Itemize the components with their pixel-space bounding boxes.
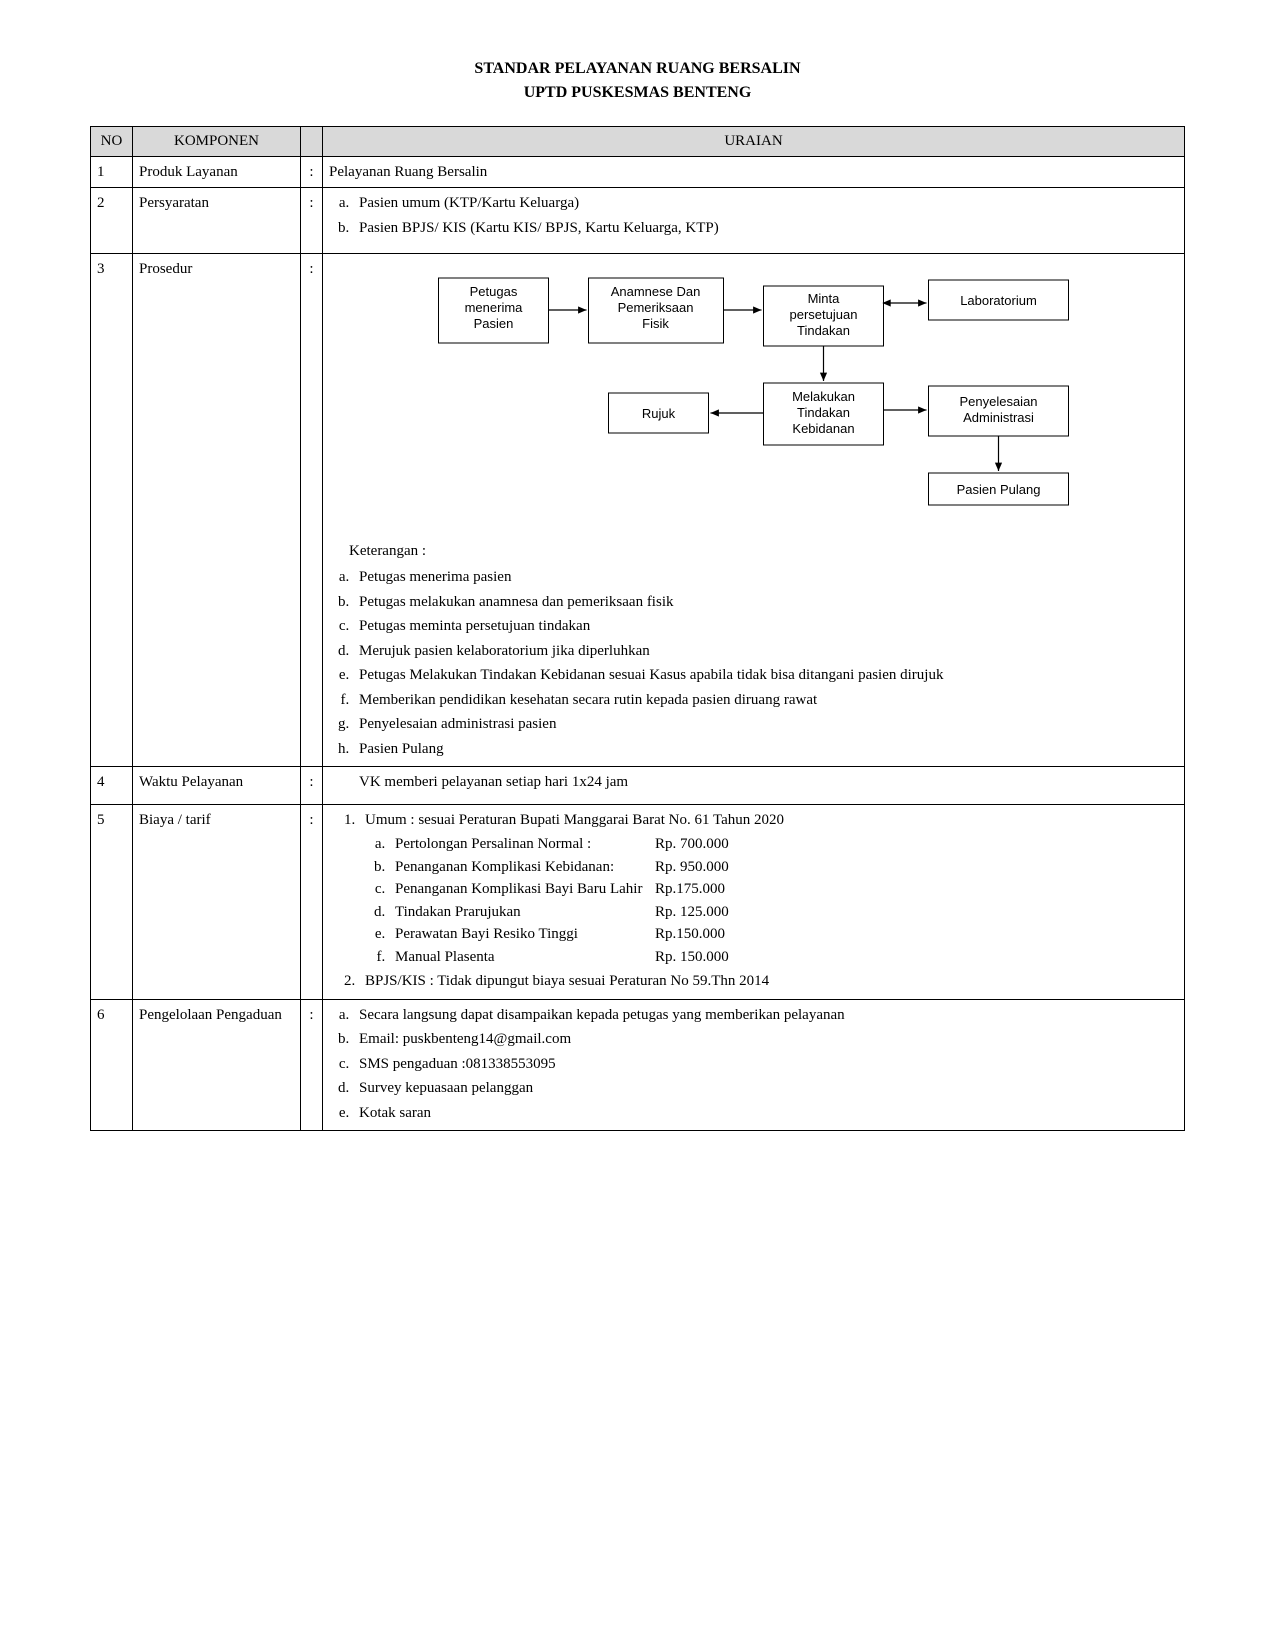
svg-text:Fisik: Fisik	[642, 316, 669, 331]
cell-no: 6	[91, 999, 133, 1131]
svg-text:Rujuk: Rujuk	[642, 406, 676, 421]
cell-sep: :	[301, 804, 323, 999]
cell-sep: :	[301, 767, 323, 805]
svg-text:Anamnese Dan: Anamnese Dan	[611, 284, 701, 299]
cell-komponen: Pengelolaan Pengaduan	[133, 999, 301, 1131]
list-item: Merujuk pasien kelaboratorium jika diper…	[353, 640, 1178, 663]
svg-text:Pasien Pulang: Pasien Pulang	[957, 482, 1041, 497]
list-item: Penyelesaian administrasi pasien	[353, 713, 1178, 736]
list-item: BPJS/KIS : Tidak dipungut biaya sesuai P…	[359, 970, 1178, 993]
list-item: Petugas Melakukan Tindakan Kebidanan ses…	[353, 664, 1178, 687]
flow-node-tindakan: Melakukan Tindakan Kebidanan	[764, 383, 884, 445]
cell-no: 3	[91, 254, 133, 767]
flow-node-persetujuan: Minta persetujuan Tindakan	[764, 286, 884, 346]
svg-text:Melakukan: Melakukan	[792, 389, 855, 404]
list-item: Pertolongan Persalinan Normal :Rp. 700.0…	[389, 833, 1178, 856]
persyaratan-list: Pasien umum (KTP/Kartu Keluarga) Pasien …	[329, 192, 1178, 239]
list-item: Petugas melakukan anamnesa dan pemeriksa…	[353, 591, 1178, 614]
svg-text:Laboratorium: Laboratorium	[960, 293, 1037, 308]
keterangan-label: Keterangan :	[349, 540, 1178, 563]
svg-text:menerima: menerima	[465, 300, 524, 315]
cell-sep: :	[301, 156, 323, 188]
flow-node-admin: Penyelesaian Administrasi	[929, 386, 1069, 436]
list-item: Email: puskbenteng14@gmail.com	[353, 1028, 1178, 1051]
list-item: Memberikan pendidikan kesehatan secara r…	[353, 689, 1178, 712]
svg-text:Petugas: Petugas	[470, 284, 518, 299]
cell-uraian: VK memberi pelayanan setiap hari 1x24 ja…	[323, 767, 1185, 805]
cell-uraian: Petugas menerima Pasien Anamnese Dan Pem…	[323, 254, 1185, 767]
prosedur-flowchart: Petugas menerima Pasien Anamnese Dan Pem…	[329, 258, 1178, 518]
list-item: Survey kepuasaan pelanggan	[353, 1077, 1178, 1100]
list-item: Petugas meminta persetujuan tindakan	[353, 615, 1178, 638]
list-item: SMS pengaduan :081338553095	[353, 1053, 1178, 1076]
flow-node-lab: Laboratorium	[929, 280, 1069, 320]
flow-node-pulang: Pasien Pulang	[929, 473, 1069, 505]
header-komponen: KOMPONEN	[133, 127, 301, 157]
svg-text:Administrasi: Administrasi	[963, 410, 1034, 425]
pengaduan-list: Secara langsung dapat disampaikan kepada…	[329, 1004, 1178, 1125]
cell-no: 5	[91, 804, 133, 999]
cell-komponen: Persyaratan	[133, 188, 301, 254]
list-item: Petugas menerima pasien	[353, 566, 1178, 589]
header-sep	[301, 127, 323, 157]
table-row: 1 Produk Layanan : Pelayanan Ruang Bersa…	[91, 156, 1185, 188]
list-item: Kotak saran	[353, 1102, 1178, 1125]
header-no: NO	[91, 127, 133, 157]
list-item: Tindakan PrarujukanRp. 125.000	[389, 901, 1178, 924]
svg-text:Penyelesaian: Penyelesaian	[959, 394, 1037, 409]
cell-sep: :	[301, 254, 323, 767]
list-item: Secara langsung dapat disampaikan kepada…	[353, 1004, 1178, 1027]
list-item: Penanganan Komplikasi Bayi Baru LahirRp.…	[389, 878, 1178, 901]
cell-komponen: Biaya / tarif	[133, 804, 301, 999]
table-row: 2 Persyaratan : Pasien umum (KTP/Kartu K…	[91, 188, 1185, 254]
biaya-umum-label: Umum : sesuai Peraturan Bupati Manggarai…	[365, 812, 784, 828]
list-item: Penanganan Komplikasi Kebidanan:Rp. 950.…	[389, 856, 1178, 879]
list-item: Pasien BPJS/ KIS (Kartu KIS/ BPJS, Kartu…	[353, 217, 1178, 240]
cell-komponen: Produk Layanan	[133, 156, 301, 188]
flow-node-rujuk: Rujuk	[609, 393, 709, 433]
table-row: 3 Prosedur : Petugas	[91, 254, 1185, 767]
cell-uraian: Secara langsung dapat disampaikan kepada…	[323, 999, 1185, 1131]
list-item: Perawatan Bayi Resiko TinggiRp.150.000	[389, 923, 1178, 946]
cell-komponen: Waktu Pelayanan	[133, 767, 301, 805]
flow-node-petugas: Petugas menerima Pasien	[439, 278, 549, 343]
cell-no: 2	[91, 188, 133, 254]
price-list: Pertolongan Persalinan Normal :Rp. 700.0…	[365, 833, 1178, 968]
svg-text:persetujuan: persetujuan	[790, 307, 858, 322]
cell-no: 4	[91, 767, 133, 805]
cell-sep: :	[301, 188, 323, 254]
header-uraian: URAIAN	[323, 127, 1185, 157]
svg-text:Pemeriksaan: Pemeriksaan	[618, 300, 694, 315]
cell-sep: :	[301, 999, 323, 1131]
svg-text:Pasien: Pasien	[474, 316, 514, 331]
table-row: 4 Waktu Pelayanan : VK memberi pelayanan…	[91, 767, 1185, 805]
service-table: NO KOMPONEN URAIAN 1 Produk Layanan : Pe…	[90, 126, 1185, 1131]
svg-text:Minta: Minta	[808, 291, 841, 306]
cell-uraian: Umum : sesuai Peraturan Bupati Manggarai…	[323, 804, 1185, 999]
cell-komponen: Prosedur	[133, 254, 301, 767]
list-item: Umum : sesuai Peraturan Bupati Manggarai…	[359, 809, 1178, 969]
keterangan-list: Petugas menerima pasien Petugas melakuka…	[329, 566, 1178, 760]
table-header-row: NO KOMPONEN URAIAN	[91, 127, 1185, 157]
cell-uraian: Pelayanan Ruang Bersalin	[323, 156, 1185, 188]
cell-no: 1	[91, 156, 133, 188]
flow-node-anamnese: Anamnese Dan Pemeriksaan Fisik	[589, 278, 724, 343]
cell-uraian: Pasien umum (KTP/Kartu Keluarga) Pasien …	[323, 188, 1185, 254]
list-item: Pasien Pulang	[353, 738, 1178, 761]
table-row: 5 Biaya / tarif : Umum : sesuai Peratura…	[91, 804, 1185, 999]
biaya-list: Umum : sesuai Peraturan Bupati Manggarai…	[329, 809, 1178, 993]
svg-text:Tindakan: Tindakan	[797, 323, 850, 338]
svg-text:Tindakan: Tindakan	[797, 405, 850, 420]
table-row: 6 Pengelolaan Pengaduan : Secara langsun…	[91, 999, 1185, 1131]
page-title: STANDAR PELAYANAN RUANG BERSALIN	[90, 60, 1185, 78]
svg-text:Kebidanan: Kebidanan	[792, 421, 854, 436]
page-subtitle: UPTD PUSKESMAS BENTENG	[90, 84, 1185, 102]
list-item: Pasien umum (KTP/Kartu Keluarga)	[353, 192, 1178, 215]
waktu-text: VK memberi pelayanan setiap hari 1x24 ja…	[329, 771, 1178, 794]
list-item: Manual PlasentaRp. 150.000	[389, 946, 1178, 969]
